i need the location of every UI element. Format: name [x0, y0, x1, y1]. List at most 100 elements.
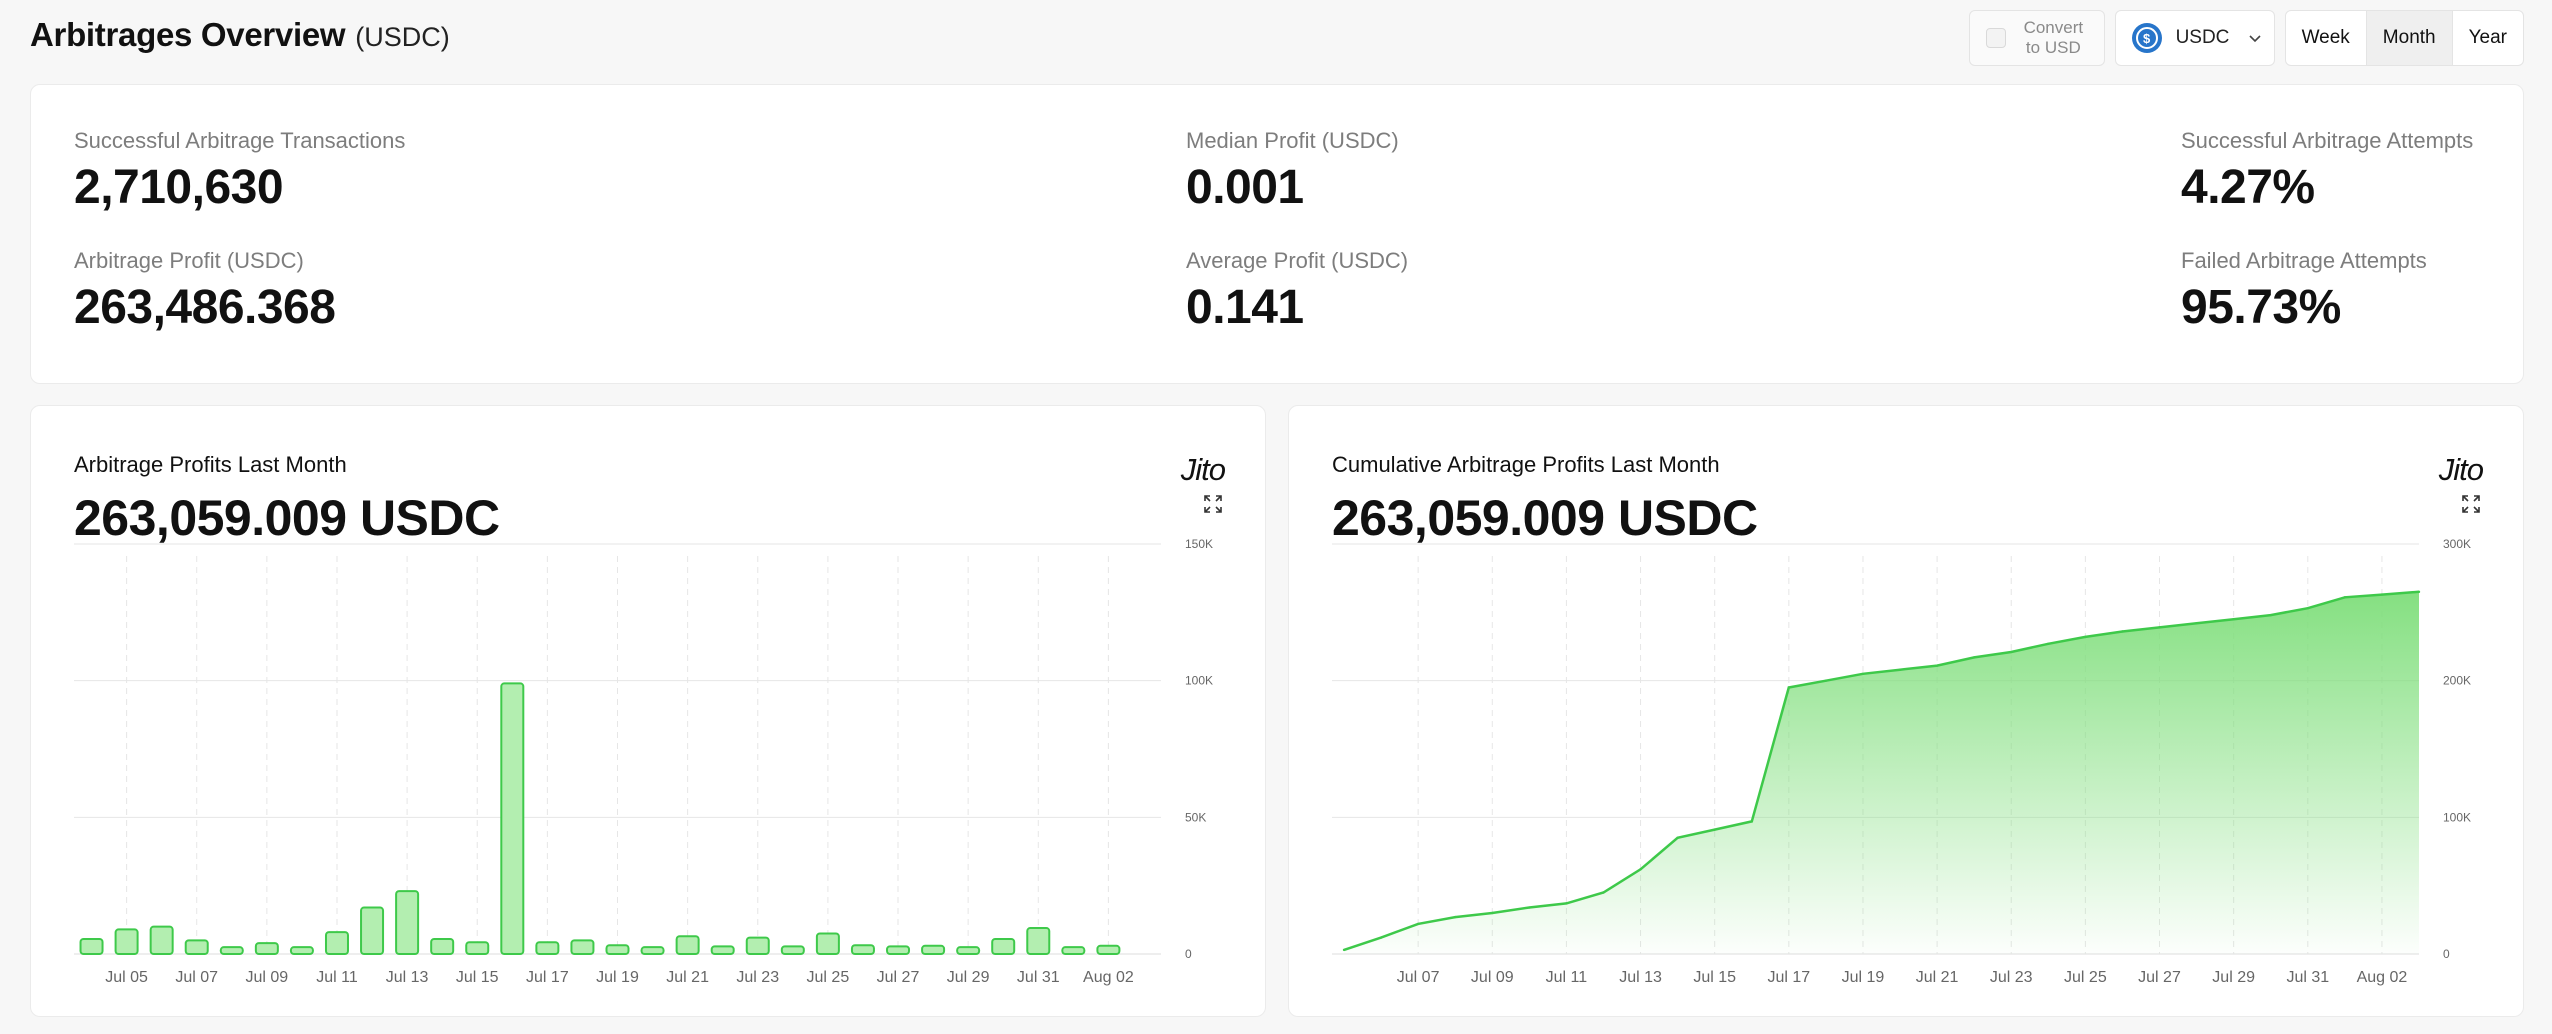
- stat-value: 2,710,630: [74, 161, 284, 214]
- stat-average-profit: Average Profit (USDC) 0.141: [1186, 248, 1408, 335]
- data-point: [1491, 911, 1494, 915]
- data-point: [1898, 668, 1902, 671]
- convert-label-line1: Convert: [2023, 18, 2084, 37]
- x-tick-label: Jul 09: [1471, 969, 1514, 986]
- data-point: [2158, 626, 2161, 629]
- chart-title: Cumulative Arbitrage Profits Last Month: [1332, 452, 1720, 477]
- x-tick-label: Jul 15: [1693, 969, 1736, 986]
- bar: [149, 925, 174, 956]
- bar: [430, 937, 455, 956]
- stat-median-profit: Median Profit (USDC) 0.001: [1186, 128, 1399, 215]
- x-tick-label: Jul 29: [2212, 969, 2255, 986]
- data-point: [2047, 642, 2050, 645]
- stat-value: 4.27%: [2181, 161, 2315, 214]
- stat-successful-attempts: Successful Arbitrage Attempts 4.27%: [2181, 128, 2473, 215]
- bar: [605, 944, 630, 956]
- y-tick-label: 0: [1185, 947, 1192, 961]
- stats-card: Successful Arbitrage Transactions 2,710,…: [30, 84, 2524, 384]
- expand-icon[interactable]: [1203, 494, 1223, 514]
- token-select[interactable]: $ USDC: [2114, 10, 2275, 66]
- bar: [254, 942, 279, 955]
- x-tick-label: Jul 19: [596, 969, 639, 986]
- chart-total: 263,059.009 USDC: [74, 490, 500, 546]
- series-line: [1343, 590, 2420, 952]
- bar: [1096, 944, 1121, 955]
- convert-to-usd-toggle[interactable]: Convert to USD: [1968, 10, 2105, 66]
- data-point: [1824, 679, 1828, 682]
- daily-profits-card: 0 50K 100K 150K Jul 05 Jul 07 Jul 09 Jul 11 Jul …: [30, 405, 1266, 1017]
- chart-title: Arbitrage Profits Last Month: [74, 452, 347, 477]
- data-point: [1379, 936, 1383, 939]
- page-title: Arbitrages Overview: [30, 16, 346, 53]
- convert-label-line2: to USD: [2025, 38, 2081, 57]
- stat-value: 263,486.368: [74, 281, 336, 334]
- bar: [991, 937, 1016, 956]
- data-point: [1454, 915, 1457, 919]
- data-point: [1528, 906, 1531, 909]
- bar: [500, 682, 525, 955]
- x-tick-label: Jul 11: [1546, 969, 1588, 986]
- stat-label: Average Profit (USDC): [1186, 248, 1409, 273]
- x-tick-label: Aug 02: [2357, 969, 2408, 986]
- period-month-button[interactable]: Month: [2365, 11, 2452, 65]
- convert-label: Convert to USD: [2024, 18, 2084, 58]
- chart-total: 263,059.009 USDC: [1332, 490, 1758, 546]
- x-tick-label: Jul 17: [1767, 969, 1810, 986]
- data-point: [1713, 828, 1716, 831]
- jito-logo: Jito: [1180, 452, 1226, 487]
- bar: [184, 939, 209, 955]
- expand-icon[interactable]: [2461, 494, 2481, 514]
- data-point: [1342, 948, 1346, 952]
- bar: [219, 946, 244, 956]
- bar: [921, 944, 946, 955]
- data-point: [2121, 630, 2124, 633]
- page-unit: (USDC): [355, 22, 450, 52]
- stat-failed-attempts: Failed Arbitrage Attempts 95.73%: [2181, 248, 2427, 335]
- y-tick-label: 200K: [2443, 674, 2471, 688]
- x-tick-label: Jul 05: [105, 969, 148, 986]
- bar: [956, 946, 981, 956]
- bar: [324, 931, 349, 956]
- period-week-button[interactable]: Week: [2301, 27, 2350, 48]
- bar: [570, 939, 595, 955]
- data-point: [2084, 635, 2087, 639]
- convert-checkbox[interactable]: [1985, 28, 2006, 48]
- x-tick-label: Jul 23: [736, 969, 779, 986]
- period-year-button[interactable]: Year: [2451, 11, 2523, 65]
- bar: [850, 944, 875, 956]
- data-point: [1972, 656, 1976, 659]
- data-point: [2232, 617, 2235, 621]
- data-point: [2417, 590, 2421, 594]
- token-select-value: USDC: [2175, 27, 2230, 48]
- bar: [886, 945, 911, 956]
- stat-value: 0.001: [1186, 161, 1304, 214]
- x-tick-label: Jul 27: [877, 969, 920, 986]
- stat-value: 0.141: [1186, 281, 1304, 334]
- data-point: [1602, 891, 1605, 894]
- usdc-coin-icon: $: [2131, 23, 2162, 53]
- bar: [360, 906, 385, 955]
- data-point: [1565, 902, 1568, 905]
- x-tick-label: Jul 27: [2138, 969, 2181, 986]
- data-point: [1416, 922, 1420, 926]
- bar: [535, 941, 560, 955]
- bar: [465, 941, 490, 955]
- bar: [675, 935, 700, 956]
- bar: [1026, 927, 1051, 955]
- y-tick-label: 300K: [2443, 537, 2471, 551]
- data-point: [2306, 607, 2309, 610]
- x-tick-label: Jul 19: [1842, 969, 1885, 986]
- bar: [289, 946, 314, 956]
- bar: [395, 890, 420, 955]
- period-toggle: Week Month Year: [2284, 10, 2524, 66]
- x-tick-label: Jul 17: [526, 969, 569, 986]
- controls: Convert to USD $ USDC Week Month Year: [1968, 10, 2524, 66]
- stat-label: Arbitrage Profit (USDC): [74, 248, 304, 273]
- jito-logo: Jito: [2438, 452, 2484, 487]
- data-point: [1676, 836, 1679, 840]
- x-tick-label: Jul 07: [1397, 969, 1440, 986]
- x-tick-label: Jul 13: [1619, 969, 1662, 986]
- data-point: [1639, 868, 1642, 871]
- chevron-down-icon: [2249, 35, 2261, 43]
- x-tick-label: Jul 25: [2064, 969, 2107, 986]
